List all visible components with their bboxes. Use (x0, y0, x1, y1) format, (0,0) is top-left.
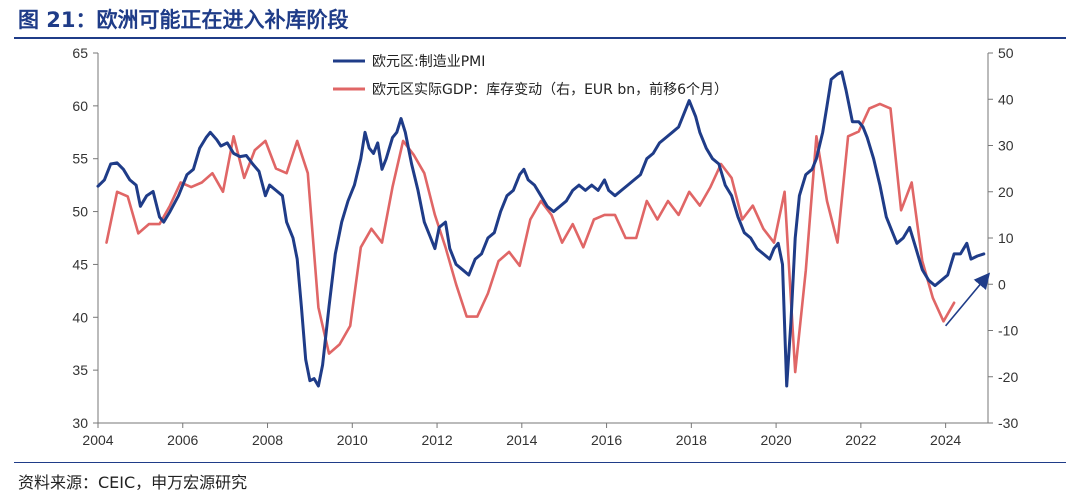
x-tick-label: 2020 (761, 432, 792, 448)
y-right-tick-label: 20 (998, 184, 1014, 200)
x-tick-label: 2022 (845, 432, 876, 448)
x-tick-label: 2006 (167, 432, 198, 448)
series-layer (96, 70, 986, 388)
x-tick-label: 2024 (930, 432, 961, 448)
y-right-tick-label: 50 (998, 45, 1014, 61)
figure-title: 图 21：欧洲可能正在进入补库阶段 (18, 8, 349, 32)
series-line-gdp-inventory (105, 102, 956, 374)
y-left-tick-label: 30 (72, 415, 88, 431)
y-right-tick-label: 10 (998, 230, 1014, 246)
legend-label-gdp: 欧元区实际GDP：库存变动（右，EUR bn，前移6个月） (372, 81, 728, 98)
x-tick-label: 2010 (337, 432, 368, 448)
x-tick-label: 2016 (591, 432, 622, 448)
y-right-tick-label: -20 (998, 369, 1018, 385)
y-left-tick-label: 40 (72, 309, 88, 325)
x-tick-label: 2012 (421, 432, 452, 448)
axes: 30 35 40 45 50 55 60 65 -30 -20 -10 0 10 20 30 40 50 2004… (72, 45, 1018, 448)
y-left-tick-label: 55 (72, 151, 88, 167)
y-right-tick-label: 0 (998, 276, 1006, 292)
y-right-tick-label: -10 (998, 323, 1018, 339)
source-rule (14, 462, 1066, 463)
x-tick-label: 2008 (252, 432, 283, 448)
source-note: 资料来源：CEIC，申万宏源研究 (18, 473, 248, 492)
y-left-tick-label: 35 (72, 362, 88, 378)
y-right-tick-label: 40 (998, 91, 1014, 107)
y-right-tick-label: 30 (998, 138, 1014, 154)
y-left-tick-label: 45 (72, 256, 88, 272)
y-left-tick-label: 60 (72, 98, 88, 114)
y-left-tick-label: 50 (72, 204, 88, 220)
x-tick-label: 2004 (82, 432, 113, 448)
trend-arrow (945, 272, 991, 327)
y-right-tick-label: -30 (998, 415, 1018, 431)
y-left-tick-label: 65 (72, 45, 88, 61)
annotation-layer (945, 272, 991, 327)
legend: 欧元区:制造业PMI 欧元区实际GDP：库存变动（右，EUR bn，前移6个月） (333, 54, 728, 98)
chart: 30 35 40 45 50 55 60 65 -30 -20 -10 0 10 20 30 40 50 2004… (72, 45, 1018, 448)
x-tick-label: 2014 (506, 432, 537, 448)
series-line-pmi (96, 70, 986, 388)
x-tick-label: 2018 (676, 432, 707, 448)
title-rule (14, 37, 1066, 39)
legend-label-pmi: 欧元区:制造业PMI (372, 54, 485, 70)
